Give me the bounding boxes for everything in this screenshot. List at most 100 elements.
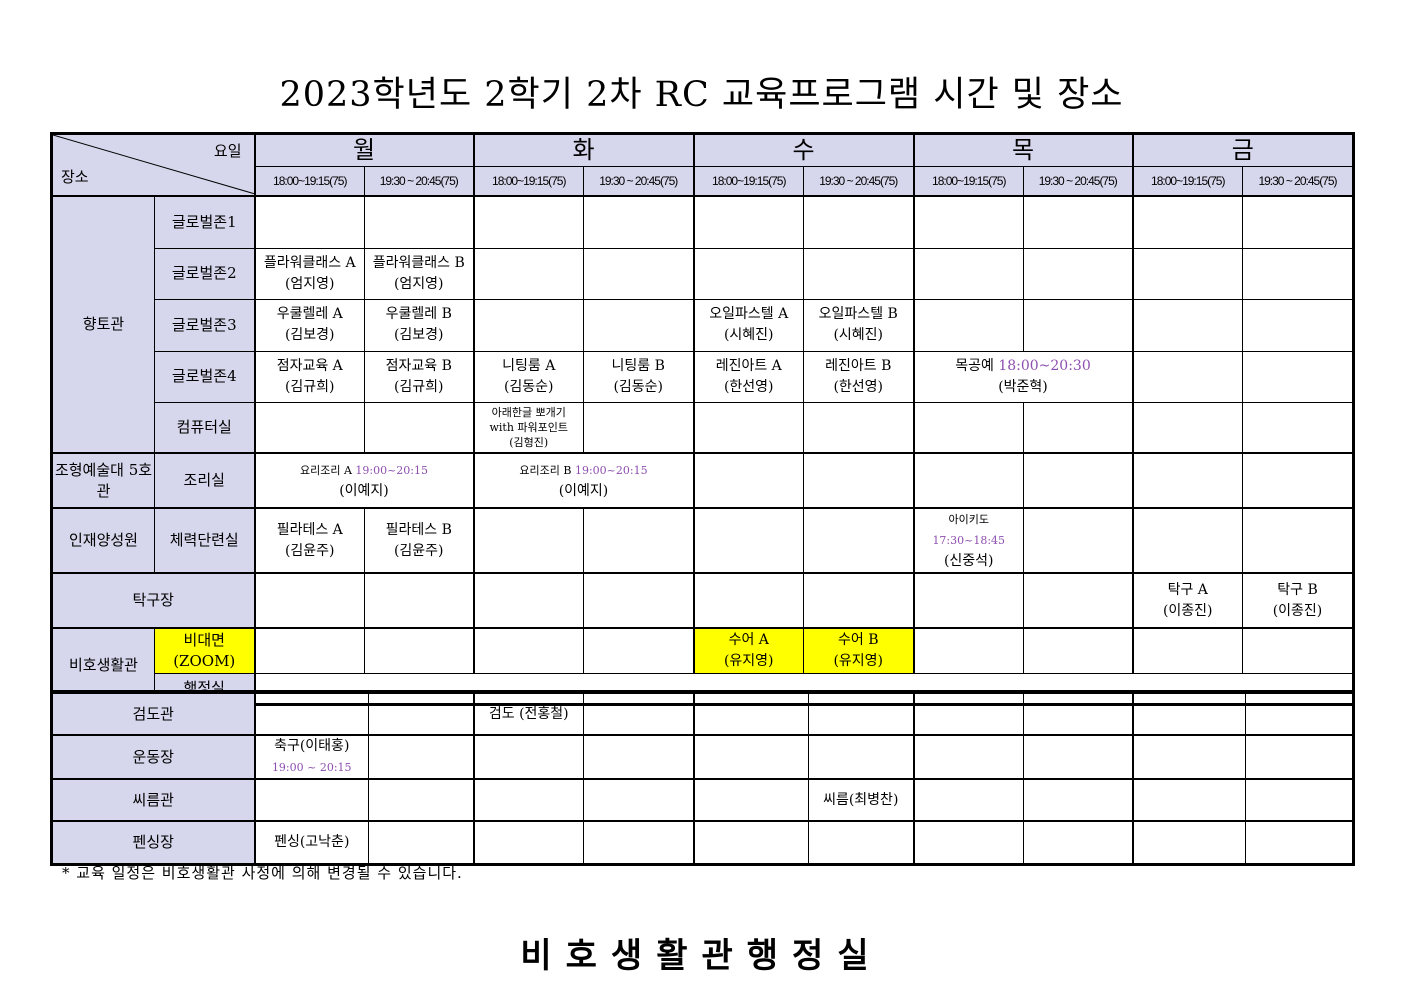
day-header: 목	[912, 134, 1133, 167]
empty-cell	[364, 572, 474, 629]
instructor-name: (유지영)	[696, 651, 803, 672]
empty-cell	[253, 195, 365, 249]
day-header: 금	[1131, 134, 1353, 167]
program-name: 검도 (전홍철)	[476, 704, 583, 725]
empty-cell	[912, 401, 1024, 454]
program-name: 씨름(최병찬)	[810, 790, 913, 811]
program-cell: 축구(이태홍) 19:00 ~ 20:15	[253, 734, 369, 780]
program-text: 요리조리 A	[299, 463, 352, 477]
instructor-name: (이예지)	[476, 481, 693, 502]
place-axis-label: 장소	[61, 168, 89, 186]
corner-header: 요일 장소	[52, 134, 255, 197]
program-name: 요리조리 B 19:00~20:15	[476, 460, 693, 481]
empty-cell	[1131, 350, 1243, 403]
program-name: 아래한글 뽀개기	[476, 405, 583, 420]
program-name: 우쿨렐레 A	[257, 304, 364, 325]
instructor-name: (시혜진)	[696, 325, 803, 346]
empty-cell	[583, 298, 694, 352]
empty-cell	[472, 572, 584, 629]
instructor-name: (이종진)	[1244, 601, 1352, 622]
program-text: (이예지)	[558, 482, 609, 499]
empty-cell	[1242, 627, 1353, 674]
program-text: 니팅룸 B	[611, 357, 665, 374]
empty-cell	[1245, 820, 1353, 864]
instructor-name: (한선영)	[696, 377, 803, 398]
empty-cell	[692, 195, 804, 249]
diagonal-line	[53, 135, 254, 194]
program-cell: 수어 A (유지영)	[692, 627, 804, 674]
table-row: 펜싱장 펜싱(고낙춘)	[52, 820, 1353, 864]
empty-cell	[803, 195, 914, 249]
room-label: 비대면 (ZOOM)	[154, 627, 255, 674]
program-text: (김규희)	[393, 378, 444, 395]
table-row: 씨름관 씨름(최병찬)	[52, 778, 1353, 822]
program-text: 우쿨렐레 B	[385, 306, 452, 322]
empty-cell	[583, 734, 694, 780]
program-text: (김보경)	[393, 327, 444, 343]
table-row: 컴퓨터실 아래한글 뽀개기 with 파워포인트 (김형진)	[53, 401, 1353, 454]
table-row: 글로벌존2 플라워클래스 A (엄지영) 플라워클래스 B (엄지영)	[53, 247, 1353, 300]
issuer-footer: 비호생활관행정실	[520, 936, 883, 976]
table-row: 검도관 검도 (전홍철)	[52, 692, 1353, 736]
building-label: 조형예술대 5호관	[52, 452, 155, 509]
empty-cell	[1023, 507, 1133, 574]
program-time: 19:00~20:15	[574, 463, 648, 477]
program-name: 펜싱(고낙춘)	[257, 832, 368, 853]
empty-cell	[803, 572, 914, 629]
program-name: 수어 B	[805, 630, 913, 651]
empty-cell	[1242, 195, 1353, 249]
day-header: 화	[472, 134, 694, 167]
program-text: 오일파스텔 B	[818, 306, 898, 322]
program-cell: 아래한글 뽀개기 with 파워포인트 (김형진)	[472, 401, 584, 454]
program-name: 레진아트 B	[805, 356, 913, 377]
program-text: (김형진)	[509, 435, 549, 449]
empty-cell	[1023, 452, 1133, 509]
program-text: 수어 B	[838, 631, 879, 648]
program-text: (한선영)	[833, 378, 884, 395]
program-cell: 플라워클래스 B (엄지영)	[364, 247, 474, 300]
empty-cell	[253, 401, 365, 454]
empty-cell	[803, 401, 914, 454]
empty-cell	[912, 778, 1024, 822]
empty-cell	[1131, 298, 1243, 352]
empty-cell	[1023, 572, 1133, 629]
program-text: (김보경)	[284, 327, 335, 343]
empty-cell	[692, 507, 804, 574]
empty-cell	[364, 627, 474, 674]
program-text: 검도 (전홍철)	[488, 705, 569, 722]
program-text: 요리조리 B	[519, 463, 572, 477]
program-cell: 오일파스텔 B (시혜진)	[803, 298, 914, 352]
program-text: (엄지영)	[284, 275, 335, 292]
empty-cell	[472, 507, 584, 574]
program-text: (김윤주)	[393, 542, 444, 559]
program-text: (김동순)	[613, 378, 664, 395]
empty-cell	[583, 195, 694, 249]
program-cell: 검도 (전홍철)	[472, 692, 584, 736]
empty-cell	[472, 778, 584, 822]
empty-cell	[692, 692, 809, 736]
program-cell: 점자교육 A (김규희)	[253, 350, 365, 403]
program-cell: 우쿨렐레 B (김보경)	[364, 298, 474, 352]
program-text: (이예지)	[339, 482, 389, 499]
empty-cell	[692, 778, 809, 822]
program-cell: 요리조리 B 19:00~20:15 (이예지)	[472, 452, 694, 509]
program-name: 필라테스 B	[366, 520, 473, 541]
empty-cell	[1023, 627, 1133, 674]
empty-cell	[472, 627, 584, 674]
place-label: 펜싱장	[52, 820, 255, 864]
room-label: 체력단련실	[154, 507, 255, 574]
program-text: (엄지영)	[393, 275, 444, 292]
program-text: 레진아트 B	[825, 357, 892, 374]
program-text: 니팅룸 A	[502, 357, 556, 374]
time-slot-header: 18:00~19:15(75)	[472, 166, 584, 197]
building-label: 인재양성원	[52, 507, 155, 574]
program-cell: 플라워클래스 A (엄지영)	[253, 247, 365, 300]
empty-cell	[808, 820, 914, 864]
empty-cell	[912, 820, 1024, 864]
empty-cell	[1242, 401, 1353, 454]
instructor-name: (김보경)	[257, 325, 364, 346]
program-cell: 오일파스텔 A (시혜진)	[692, 298, 804, 352]
program-cell: 목공예 18:00~20:30 (박준혁)	[912, 350, 1133, 403]
instructor-name: (이종진)	[1135, 601, 1242, 622]
